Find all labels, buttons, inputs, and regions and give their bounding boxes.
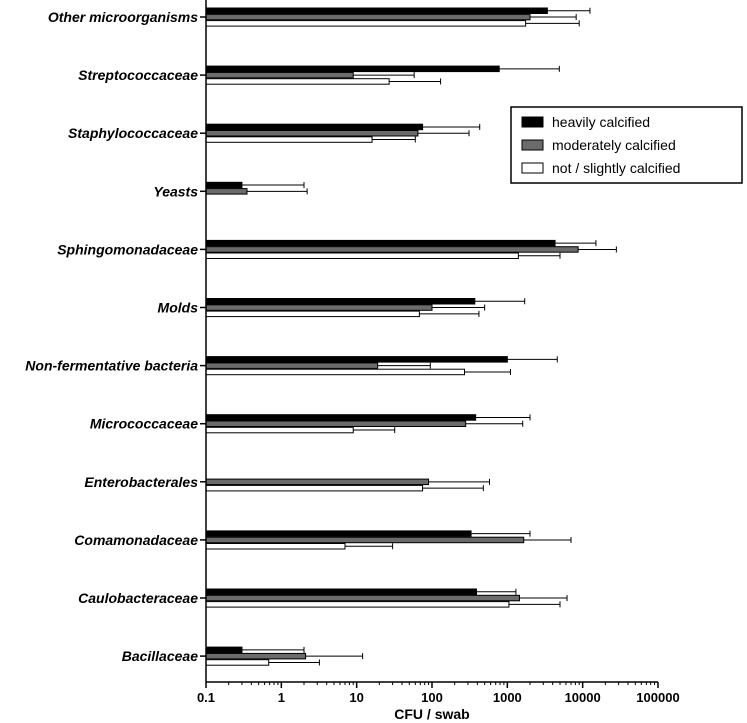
bar-molds-moderately-calcified bbox=[205, 304, 433, 311]
category-label-enterobacterales: Enterobacterales bbox=[84, 474, 198, 490]
bar-bacillaceae-not-slightly-calcified bbox=[205, 659, 270, 666]
bar-molds-heavily-calcified bbox=[205, 298, 476, 305]
bar-micrococcaceae-moderately-calcified bbox=[205, 420, 467, 427]
x-axis-title: CFU / swab bbox=[394, 706, 469, 722]
bar-yeasts-moderately-calcified bbox=[205, 188, 248, 195]
bar-staphylococcaceae-moderately-calcified bbox=[205, 130, 419, 137]
category-label-caulobacteraceae: Caulobacteraceae bbox=[78, 590, 198, 606]
category-label-staphylococcaceae: Staphylococcaceae bbox=[68, 125, 198, 141]
category-label-other-microorganisms: Other microorganisms bbox=[48, 9, 198, 25]
legend-label-heavily-calcified: heavily calcified bbox=[552, 114, 650, 130]
legend-swatch-heavily-calcified bbox=[521, 116, 544, 128]
x-tick-label: 10 bbox=[349, 690, 363, 705]
bar-enterobacterales-not-slightly-calcified bbox=[205, 484, 424, 492]
x-tick-label: 100000 bbox=[636, 690, 679, 705]
labels-layer: Other microorganisms Streptococcaceae Stap… bbox=[25, 9, 679, 722]
x-tick-label: 100 bbox=[421, 690, 443, 705]
bar-comamonadaceae-moderately-calcified bbox=[205, 536, 525, 544]
bar-other-microorganisms-heavily-calcified bbox=[205, 7, 548, 14]
legend-swatch-not-slightly-calcified bbox=[521, 162, 544, 174]
bar-sphingomonadaceae-not-slightly-calcified bbox=[205, 252, 519, 259]
bar-enterobacterales-moderately-calcified bbox=[205, 478, 430, 486]
bar-bacillaceae-moderately-calcified bbox=[205, 652, 307, 660]
bar-bacillaceae-heavily-calcified bbox=[205, 646, 243, 654]
bar-streptococcaceae-moderately-calcified bbox=[205, 71, 354, 79]
category-label-yeasts: Yeasts bbox=[153, 183, 198, 199]
bar-streptococcaceae-not-slightly-calcified bbox=[205, 78, 390, 85]
category-label-micrococcaceae: Micrococcaceae bbox=[90, 416, 198, 432]
category-label-bacillaceae: Bacillaceae bbox=[122, 648, 198, 664]
bar-other-microorganisms-not-slightly-calcified bbox=[205, 20, 527, 27]
axes-layer bbox=[200, 0, 659, 688]
bar-molds-not-slightly-calcified bbox=[205, 310, 420, 318]
legend-label-moderately-calcified: moderately calcified bbox=[552, 137, 676, 153]
x-tick-label: 10000 bbox=[565, 690, 601, 705]
category-label-streptococcaceae: Streptococcaceae bbox=[78, 67, 198, 83]
bar-non-fermentative-bacteria-heavily-calcified bbox=[205, 356, 508, 363]
bar-caulobacteraceae-not-slightly-calcified bbox=[205, 601, 510, 608]
bar-comamonadaceae-heavily-calcified bbox=[205, 530, 472, 537]
legend-label-not-slightly-calcified: not / slightly calcified bbox=[552, 160, 680, 176]
bar-comamonadaceae-not-slightly-calcified bbox=[205, 543, 346, 550]
x-tick-label: 1000 bbox=[493, 690, 522, 705]
x-tick-label: 1 bbox=[278, 690, 285, 705]
bar-sphingomonadaceae-heavily-calcified bbox=[205, 239, 556, 247]
legend: heavily calcified moderately calcified not… bbox=[510, 106, 743, 184]
legend-swatch-moderately-calcified bbox=[521, 139, 544, 151]
bar-other-microorganisms-moderately-calcified bbox=[205, 13, 531, 21]
bar-yeasts-heavily-calcified bbox=[205, 181, 243, 189]
legend-box bbox=[510, 106, 743, 184]
bar-streptococcaceae-heavily-calcified bbox=[205, 65, 500, 73]
x-tick-label: 0.1 bbox=[197, 690, 215, 705]
bar-non-fermentative-bacteria-not-slightly-calcified bbox=[205, 368, 465, 376]
bar-staphylococcaceae-heavily-calcified bbox=[205, 123, 424, 131]
bar-staphylococcaceae-not-slightly-calcified bbox=[205, 136, 373, 143]
category-label-comamonadaceae: Comamonadaceae bbox=[74, 532, 198, 548]
bar-caulobacteraceae-moderately-calcified bbox=[205, 594, 520, 602]
category-label-non-fermentative-bacteria: Non-fermentative bacteria bbox=[25, 358, 198, 374]
bar-micrococcaceae-not-slightly-calcified bbox=[205, 426, 354, 434]
bar-non-fermentative-bacteria-moderately-calcified bbox=[205, 362, 379, 369]
category-label-molds: Molds bbox=[158, 300, 199, 316]
category-label-sphingomonadaceae: Sphingomonadaceae bbox=[57, 241, 198, 257]
bar-caulobacteraceae-heavily-calcified bbox=[205, 588, 478, 595]
bar-sphingomonadaceae-moderately-calcified bbox=[205, 246, 579, 253]
bars-layer bbox=[205, 7, 617, 666]
bar-micrococcaceae-heavily-calcified bbox=[205, 414, 477, 421]
